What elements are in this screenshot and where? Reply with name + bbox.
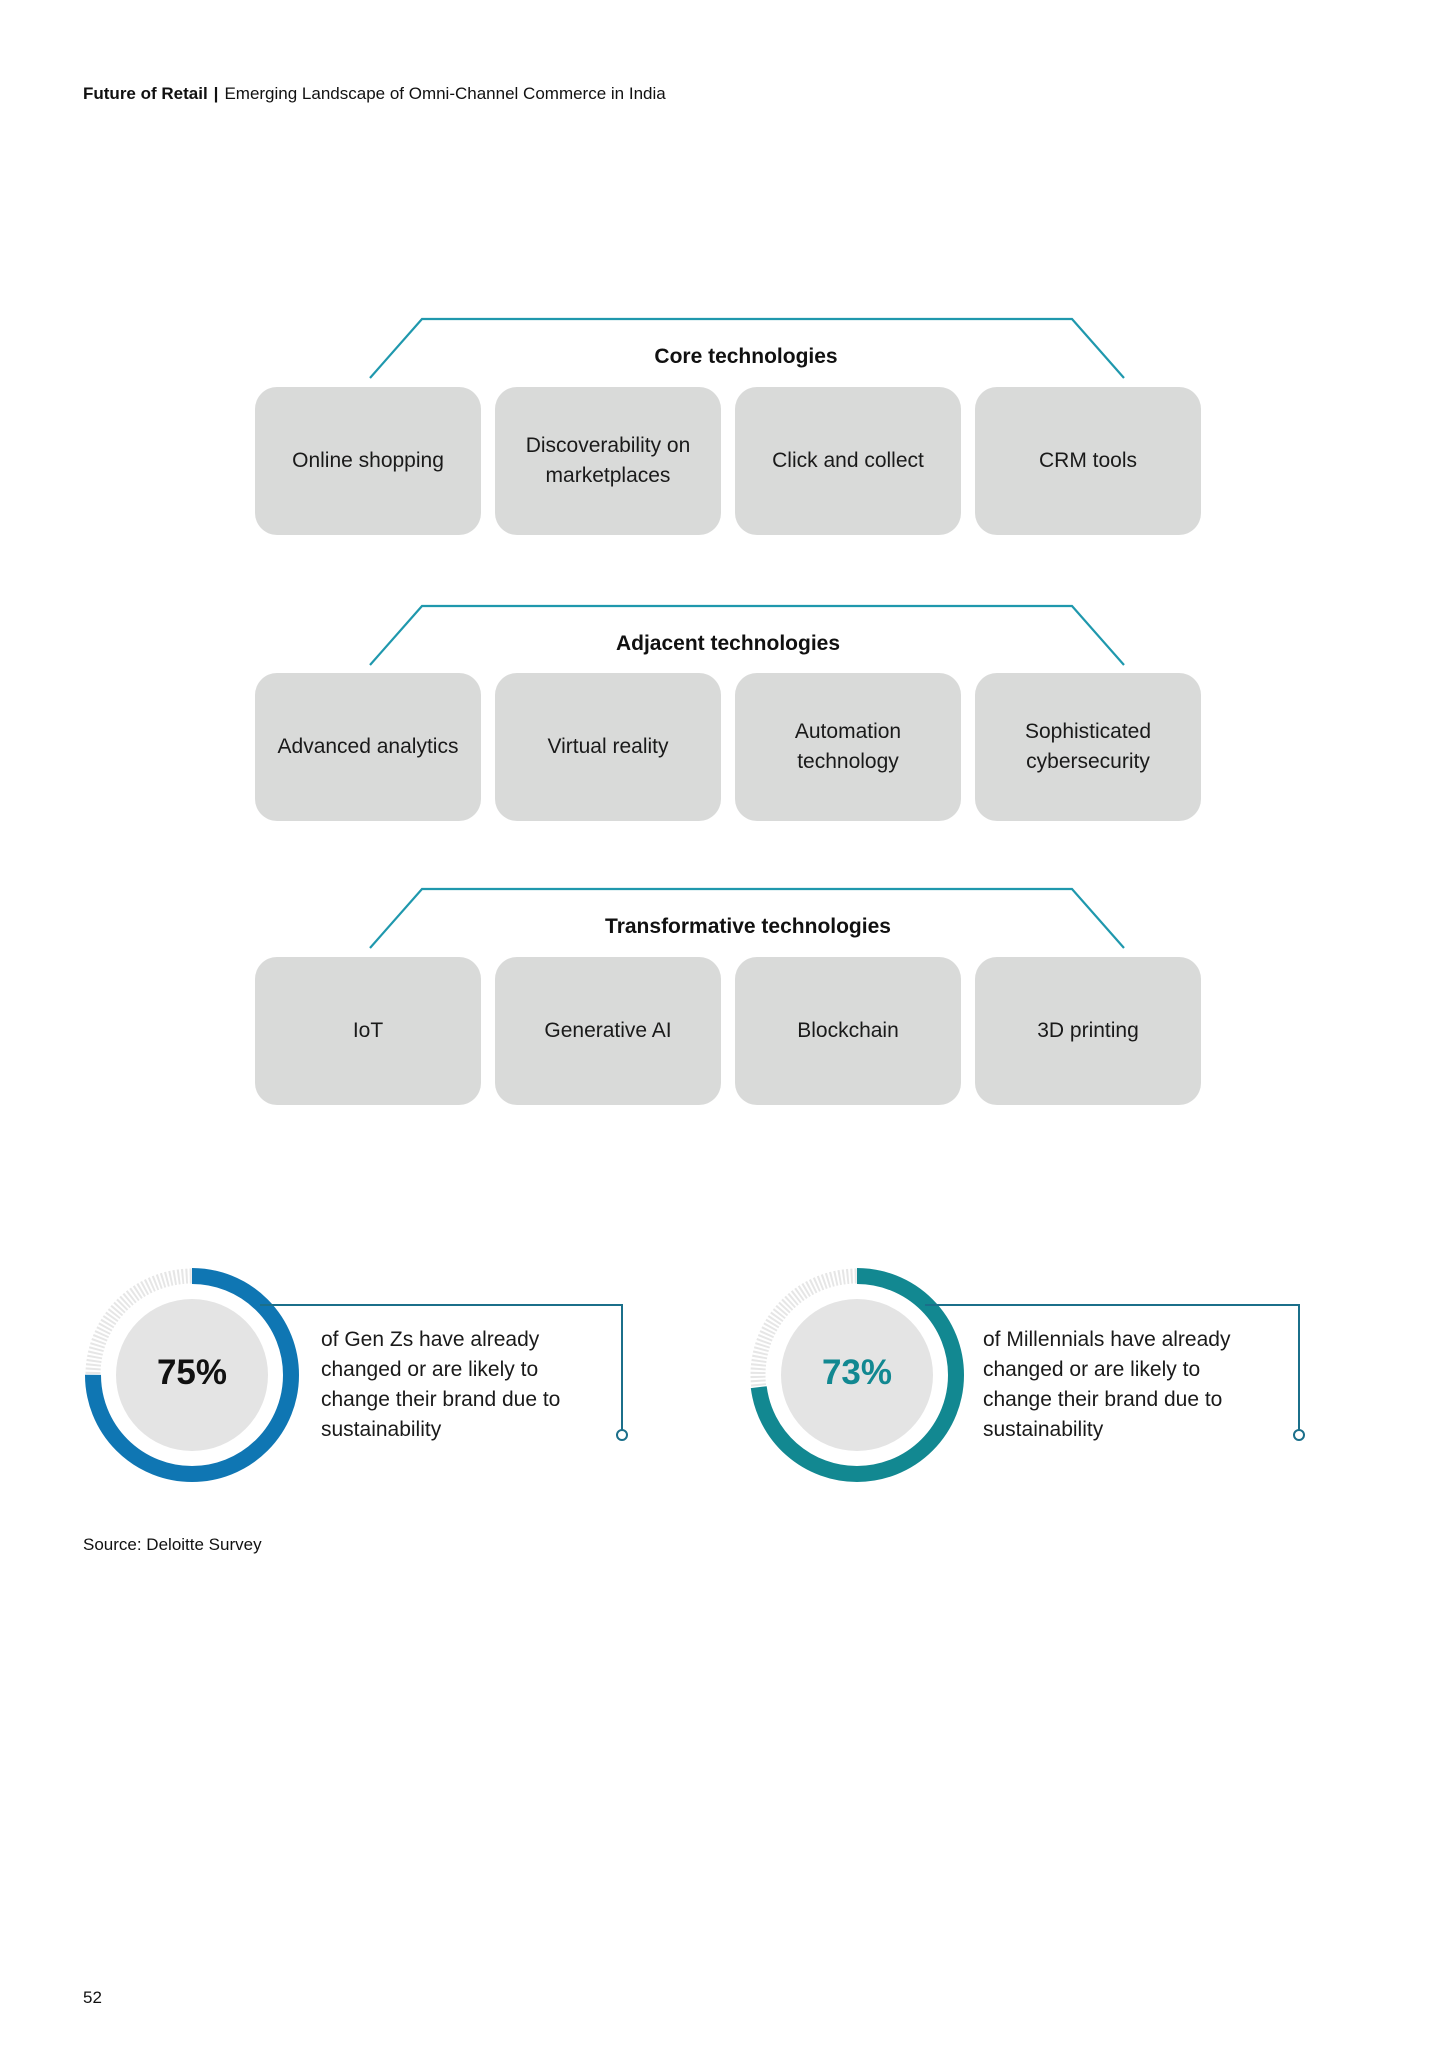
tech-card: Online shopping <box>255 387 481 535</box>
stat-gen-z: 75% of Gen Zs have already changed or ar… <box>82 1265 642 1485</box>
tech-card: Click and collect <box>735 387 961 535</box>
gauge-inner-circle <box>116 1299 268 1451</box>
group-bracket <box>369 317 1125 379</box>
page-header: Future of Retail | Emerging Landscape of O… <box>83 84 666 104</box>
tech-card: Sophisticated cybersecurity <box>975 673 1201 821</box>
gauge-inner-circle <box>781 1299 933 1451</box>
stat-percent: 75% <box>156 1353 228 1392</box>
tech-card: Advanced analytics <box>255 673 481 821</box>
header-brand: Future of Retail <box>83 84 208 103</box>
group-title: Core technologies <box>654 345 838 368</box>
group-title: Transformative technologies <box>605 915 891 938</box>
page-number: 52 <box>83 1988 102 2007</box>
header-subtitle: Emerging Landscape of Omni-Channel Comme… <box>224 84 666 103</box>
donut-gauge <box>750 1268 1305 1482</box>
tech-card: Generative AI <box>495 957 721 1105</box>
tech-card: Virtual reality <box>495 673 721 821</box>
gauge-arc <box>750 1268 964 1482</box>
tech-card: CRM tools <box>975 387 1201 535</box>
gauge-arc <box>85 1268 299 1482</box>
callout-dot <box>616 1429 628 1441</box>
tech-card: Discoverability on marketplaces <box>495 387 721 535</box>
group-bracket <box>369 604 1125 666</box>
callout-dot <box>1293 1429 1305 1441</box>
source-note: Source: Deloitte Survey <box>83 1535 262 1554</box>
tech-card: Automation technology <box>735 673 961 821</box>
stat-millennials: 73% of Millennials have already changed … <box>747 1265 1327 1485</box>
donut-gauge <box>85 1268 628 1482</box>
group-title: Adjacent technologies <box>615 632 841 655</box>
tech-card: IoT <box>255 957 481 1105</box>
group-bracket <box>369 887 1125 949</box>
tech-card: Blockchain <box>735 957 961 1105</box>
callout-line <box>260 1304 623 1430</box>
callout-line <box>925 1304 1300 1430</box>
stat-percent: 73% <box>821 1353 893 1392</box>
header-separator: | <box>213 84 219 103</box>
stat-description: of Millennials have already changed or a… <box>983 1328 1231 1441</box>
stat-description: of Gen Zs have already changed or are li… <box>321 1328 561 1441</box>
tech-card: 3D printing <box>975 957 1201 1105</box>
